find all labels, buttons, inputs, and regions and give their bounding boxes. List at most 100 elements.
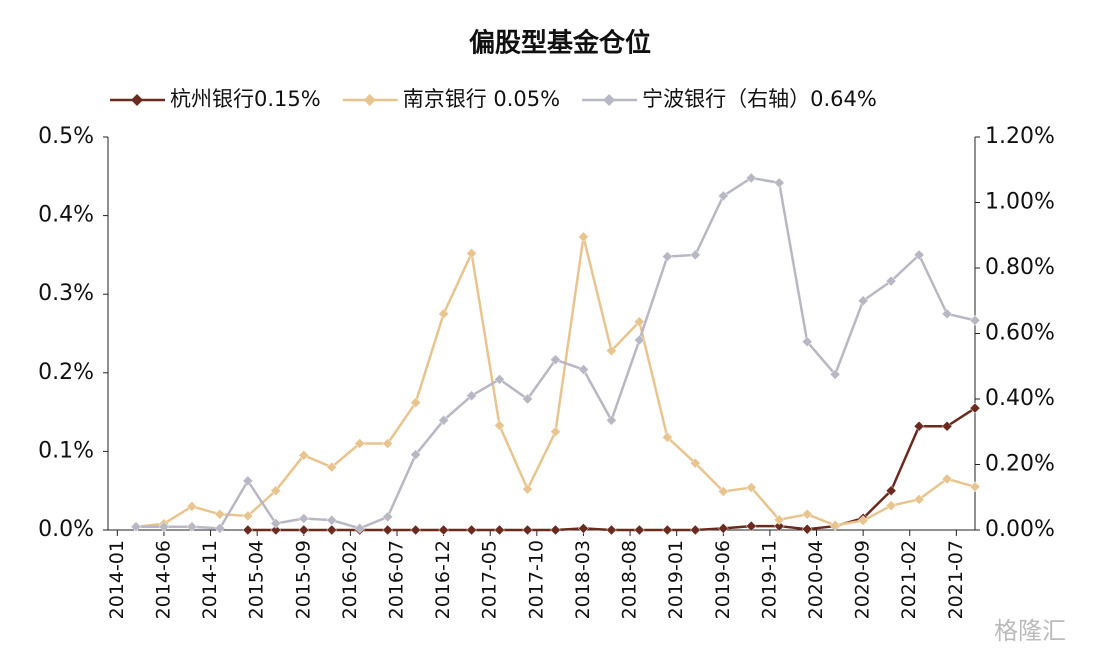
x-tick-label: 2014-11 xyxy=(199,540,221,619)
x-tick-label: 2014-06 xyxy=(152,540,174,619)
point xyxy=(382,438,394,449)
point xyxy=(186,521,198,533)
series-line xyxy=(247,407,976,532)
series-line xyxy=(135,176,976,530)
point xyxy=(214,523,226,534)
point xyxy=(969,315,981,326)
point xyxy=(717,190,729,202)
point xyxy=(410,397,421,409)
point xyxy=(606,345,617,357)
x-tick-label: 2020-09 xyxy=(852,540,874,619)
y-tick-label: 0.1% xyxy=(38,438,94,463)
point xyxy=(298,513,310,524)
y-tick-label: 0.2% xyxy=(38,360,94,385)
point xyxy=(466,390,477,402)
point xyxy=(634,334,645,346)
point xyxy=(410,449,421,461)
point xyxy=(214,508,226,520)
point xyxy=(941,473,953,485)
point xyxy=(130,521,142,533)
point xyxy=(438,414,449,426)
x-tick-label: 2019-01 xyxy=(665,540,687,619)
chart-title: 偏股型基金仓位 xyxy=(469,28,651,59)
point xyxy=(606,524,617,536)
point xyxy=(494,373,505,385)
point xyxy=(689,457,701,469)
legend-marker xyxy=(363,94,376,106)
point xyxy=(606,414,617,426)
point xyxy=(857,295,869,307)
point xyxy=(438,308,449,320)
point xyxy=(354,523,366,534)
legend-label: 宁波银行（右轴）0.64% xyxy=(642,87,877,111)
y2-tick-label: 0.00% xyxy=(985,517,1055,542)
point xyxy=(242,475,254,487)
point xyxy=(801,336,813,348)
point xyxy=(773,520,785,532)
point xyxy=(662,524,673,536)
y-tick-label: 0.4% xyxy=(38,203,94,228)
point xyxy=(494,420,505,431)
point xyxy=(634,316,645,328)
x-tick-label: 2019-06 xyxy=(712,540,734,619)
legend: 杭州银行0.15% 南京银行 0.05% 宁波银行（右轴）0.64% xyxy=(110,87,877,111)
point xyxy=(969,402,981,414)
point xyxy=(578,523,589,534)
point xyxy=(326,461,338,473)
y2-tick-label: 0.40% xyxy=(985,386,1055,411)
y-tick-label: 0.5% xyxy=(38,124,94,149)
point xyxy=(242,510,254,522)
point xyxy=(941,420,953,432)
point xyxy=(717,523,729,534)
point xyxy=(270,485,282,497)
point xyxy=(662,251,673,262)
y-tick-label: 0.3% xyxy=(38,281,94,306)
point xyxy=(885,275,897,287)
point xyxy=(857,515,869,526)
point xyxy=(578,364,589,375)
point xyxy=(913,493,925,505)
legend-label: 南京银行 0.05% xyxy=(403,87,560,111)
point xyxy=(578,231,589,243)
point xyxy=(941,308,953,320)
legend-marker xyxy=(131,94,143,106)
legend-label: 杭州银行0.15% xyxy=(170,87,321,111)
point xyxy=(494,524,505,536)
point xyxy=(913,420,925,432)
y-tick-label: 0.0% xyxy=(38,517,94,542)
point xyxy=(186,501,198,512)
x-tick-label: 2016-02 xyxy=(339,540,361,619)
x-tick-label: 2015-09 xyxy=(292,540,314,619)
point xyxy=(522,524,533,536)
x-tick-label: 2016-07 xyxy=(386,540,408,619)
x-tick-label: 2015-04 xyxy=(246,540,268,619)
point xyxy=(158,521,170,533)
point xyxy=(773,177,785,189)
x-tick-label: 2016-12 xyxy=(432,540,454,619)
point xyxy=(242,524,254,536)
x-tick-label: 2021-02 xyxy=(898,540,920,619)
x-tick-label: 2018-08 xyxy=(619,540,641,619)
point xyxy=(717,486,729,497)
point xyxy=(466,524,477,536)
watermark: 格隆汇 xyxy=(994,617,1066,645)
point xyxy=(382,524,394,536)
point xyxy=(745,520,757,532)
point xyxy=(326,514,338,526)
point xyxy=(522,393,533,405)
point xyxy=(969,481,981,493)
point xyxy=(829,519,841,531)
point xyxy=(550,354,561,366)
point xyxy=(634,524,645,536)
series-line xyxy=(135,236,976,529)
x-tick-label: 2018-03 xyxy=(572,540,594,619)
point xyxy=(298,449,310,461)
point xyxy=(801,523,813,535)
point xyxy=(270,524,282,536)
point xyxy=(745,172,757,184)
point xyxy=(550,426,561,438)
point xyxy=(913,249,925,261)
point xyxy=(689,249,701,261)
x-tick-label: 2021-07 xyxy=(945,540,967,619)
